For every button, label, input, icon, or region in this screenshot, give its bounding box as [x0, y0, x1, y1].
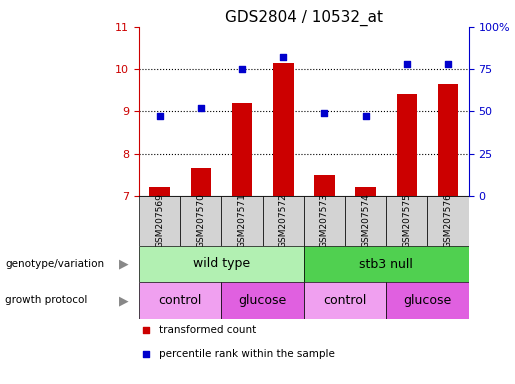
Point: [142, 327, 150, 333]
Point: [320, 110, 329, 116]
Text: GSM207570: GSM207570: [196, 194, 205, 248]
Bar: [191, 168, 211, 196]
Bar: [263, 196, 304, 246]
Bar: [355, 187, 376, 196]
Text: growth protocol: growth protocol: [5, 295, 88, 306]
Text: glucose: glucose: [238, 294, 287, 307]
Bar: [345, 196, 386, 246]
Bar: [304, 246, 469, 282]
Text: wild type: wild type: [193, 258, 250, 270]
Point: [156, 113, 164, 119]
Text: ▶: ▶: [119, 294, 129, 307]
Bar: [438, 84, 458, 196]
Bar: [386, 282, 469, 319]
Bar: [149, 187, 170, 196]
Bar: [304, 282, 386, 319]
Text: glucose: glucose: [403, 294, 452, 307]
Text: GSM207573: GSM207573: [320, 194, 329, 248]
Text: percentile rank within the sample: percentile rank within the sample: [159, 349, 335, 359]
Point: [279, 54, 287, 60]
Text: GSM207574: GSM207574: [361, 194, 370, 248]
Text: control: control: [159, 294, 202, 307]
Text: GSM207575: GSM207575: [402, 194, 411, 248]
Text: GSM207569: GSM207569: [155, 194, 164, 248]
Text: stb3 null: stb3 null: [359, 258, 413, 270]
Bar: [427, 196, 469, 246]
Bar: [232, 103, 252, 196]
Bar: [273, 63, 294, 196]
Bar: [304, 196, 345, 246]
Bar: [314, 175, 335, 196]
Bar: [139, 282, 221, 319]
Text: ▶: ▶: [119, 258, 129, 270]
Bar: [221, 282, 304, 319]
Bar: [139, 196, 180, 246]
Point: [403, 61, 411, 67]
Text: GSM207571: GSM207571: [237, 194, 247, 248]
Text: transformed count: transformed count: [159, 325, 256, 335]
Bar: [397, 94, 417, 196]
Text: GSM207572: GSM207572: [279, 194, 288, 248]
Point: [238, 66, 246, 72]
Text: genotype/variation: genotype/variation: [5, 259, 104, 269]
Text: control: control: [323, 294, 367, 307]
Text: GSM207576: GSM207576: [443, 194, 453, 248]
Point: [444, 61, 452, 67]
Title: GDS2804 / 10532_at: GDS2804 / 10532_at: [225, 9, 383, 25]
Point: [142, 351, 150, 357]
Bar: [139, 246, 304, 282]
Bar: [221, 196, 263, 246]
Point: [197, 105, 205, 111]
Bar: [180, 196, 221, 246]
Bar: [386, 196, 427, 246]
Point: [362, 113, 370, 119]
